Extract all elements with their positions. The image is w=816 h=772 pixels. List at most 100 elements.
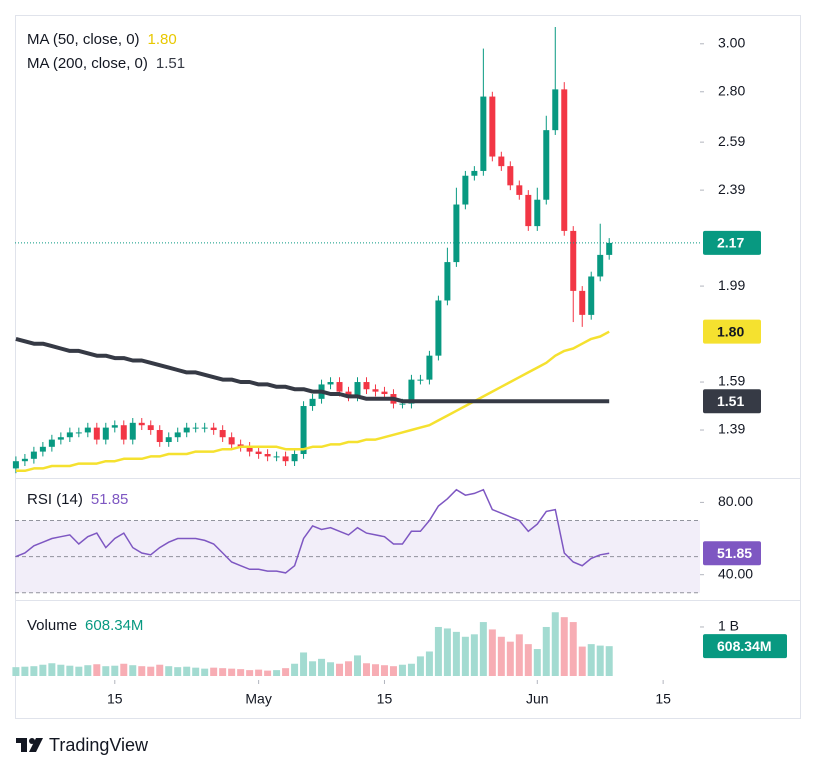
volume-bar — [362, 663, 370, 676]
candle-body — [345, 391, 352, 397]
volume-bar — [228, 668, 236, 676]
candle-body — [534, 199, 541, 227]
candle-body — [372, 389, 379, 392]
volume-bar — [479, 622, 487, 676]
volume-bar — [138, 666, 146, 676]
candle-body — [57, 437, 64, 440]
candle-body — [183, 427, 190, 433]
candle-body — [480, 96, 487, 171]
x-tick-label: May — [245, 691, 271, 707]
y-tick-label: 2.80 — [718, 82, 745, 98]
moving-average-line — [15, 336, 610, 404]
volume-bar — [416, 656, 424, 676]
candle-body — [525, 194, 532, 227]
volume-bar — [309, 661, 317, 676]
volume-bar — [246, 670, 254, 676]
legend-entry: MA (50, close, 0) 1.80 — [27, 31, 177, 48]
legend-value: 51.85 — [91, 491, 129, 508]
chart-frame — [15, 15, 801, 719]
candle-body — [210, 427, 217, 431]
legend-entry: RSI (14) 51.85 — [27, 491, 128, 508]
volume-bar — [111, 665, 119, 676]
logo-shape — [29, 738, 43, 752]
x-tick-label: 15 — [377, 691, 393, 707]
volume-bar — [425, 651, 433, 676]
candle-body — [363, 382, 370, 390]
y-tick-label: 1.59 — [718, 373, 745, 389]
volume-bar — [569, 622, 577, 676]
volume-bar — [264, 670, 272, 676]
volume-bar — [93, 664, 101, 676]
candle-body — [516, 185, 523, 195]
candle-body — [111, 425, 118, 428]
price-label-box — [703, 230, 761, 255]
legend-entry: Volume 608.34M — [27, 617, 143, 634]
rsi-line — [15, 488, 610, 574]
candle-body — [489, 96, 496, 157]
volume-bar — [533, 649, 541, 676]
candle-body — [39, 446, 46, 452]
volume-bar — [434, 626, 442, 676]
volume-bar — [120, 663, 128, 676]
legend-name: MA (50, close, 0) — [27, 31, 140, 48]
candle-body — [75, 432, 82, 434]
candle-body — [543, 130, 550, 200]
candle-body — [255, 451, 262, 455]
candle-body — [417, 379, 424, 381]
volume-bar — [506, 641, 514, 676]
candle-body — [165, 437, 172, 443]
candle-body — [147, 425, 154, 431]
volume-bar — [515, 634, 523, 676]
volume-bar — [354, 655, 361, 676]
volume-bar — [102, 666, 110, 676]
volume-bar — [201, 668, 209, 676]
candle-body — [462, 175, 469, 205]
legend-value: 1.80 — [148, 31, 177, 48]
candle-body — [300, 406, 307, 455]
candle-body — [408, 379, 415, 404]
candle-body — [561, 89, 568, 231]
moving-average-line — [15, 330, 610, 473]
candle-body — [354, 382, 361, 397]
volume-bar — [21, 666, 29, 676]
candle-body — [282, 456, 289, 462]
candle-body — [120, 425, 127, 440]
volume-bar — [380, 665, 388, 676]
volume-bar — [497, 636, 505, 676]
volume-bar — [12, 667, 20, 676]
candle-body — [264, 454, 271, 457]
volume-bar — [524, 644, 532, 676]
price-label: 51.85 — [717, 545, 752, 561]
candle-body — [219, 430, 226, 438]
volume-bar — [398, 664, 406, 676]
legend-name: Volume — [27, 617, 77, 634]
plot-layer: 3.00 2.80 2.59 2.39 1.99 1.59 1.39 2.17 1.80 1.51… — [12, 26, 787, 707]
volume-bar — [371, 664, 379, 676]
volume-bar — [587, 644, 595, 676]
volume-bar — [129, 665, 137, 676]
x-tick-label: 15 — [655, 691, 671, 707]
legend-entry: MA (200, close, 0) 1.51 — [27, 55, 185, 72]
candle-body — [336, 382, 343, 392]
candle-body — [21, 458, 28, 462]
volume-bar — [30, 666, 38, 676]
volume-bar — [156, 664, 164, 676]
legend-name: MA (200, close, 0) — [27, 55, 148, 72]
volume-bar — [336, 663, 344, 676]
volume-bar — [75, 666, 83, 676]
volume-bar — [237, 669, 245, 676]
volume-bar — [183, 666, 191, 676]
candle-body — [246, 446, 253, 452]
volume-bar — [345, 661, 353, 676]
price-label: 608.34M — [717, 638, 771, 654]
candle-body — [48, 439, 55, 447]
candle-body — [498, 156, 505, 167]
candle-body — [291, 454, 298, 462]
candle-body — [597, 254, 604, 277]
y-tick-label: 1.99 — [718, 277, 745, 293]
brand-name: TradingView — [49, 735, 149, 755]
volume-bar — [542, 626, 550, 676]
legend-name: RSI (14) — [27, 491, 83, 508]
candle-body — [444, 262, 451, 301]
volume-bar — [57, 664, 65, 676]
